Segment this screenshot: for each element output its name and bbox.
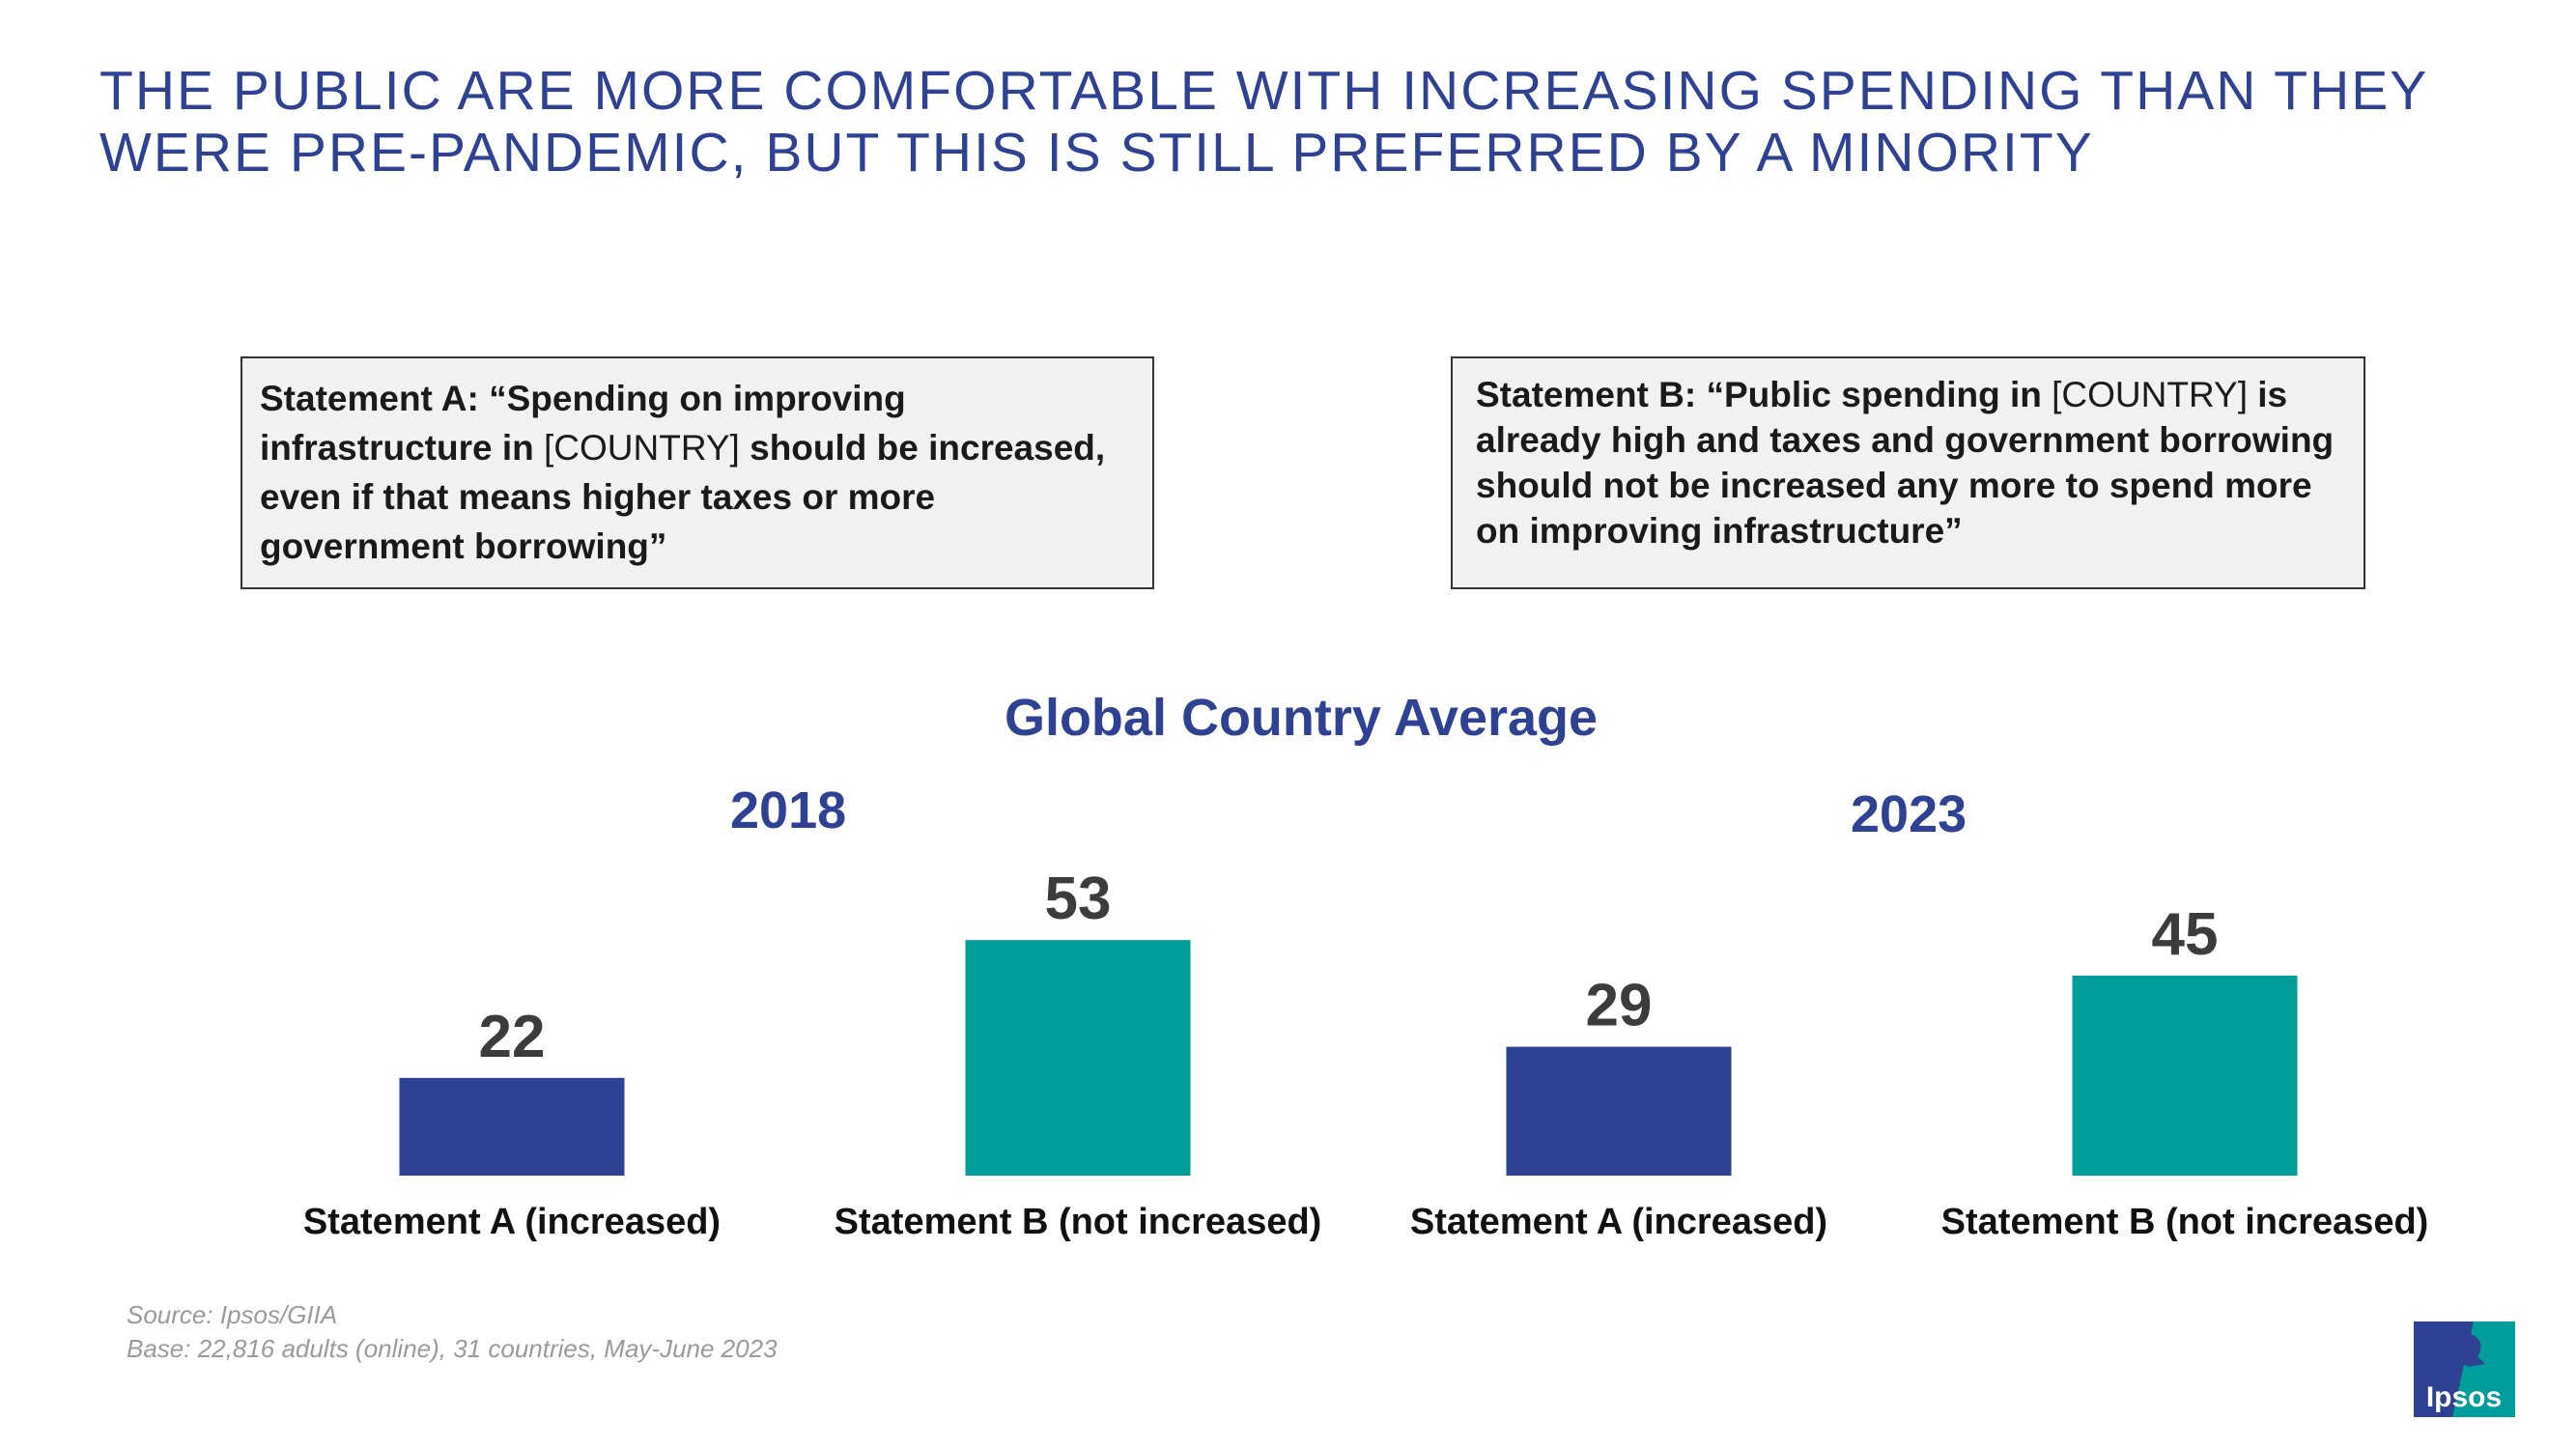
value-label-2018-statement-a: 22 xyxy=(479,1004,546,1070)
source-note: Source: Ipsos/GIIA xyxy=(127,1300,338,1329)
statement-b-prefix: Statement B: “Public spending in xyxy=(1476,375,2052,414)
statement-b-suffix: is already high and taxes and government… xyxy=(1476,375,2335,551)
logo-text: Ipsos xyxy=(2426,1381,2502,1413)
bar-chart: 22 Statement A (increased) 53 Statement B (… xyxy=(303,866,2429,1242)
bar-2018-statement-b xyxy=(965,940,1191,1176)
value-label-2018-statement-b: 53 xyxy=(1045,866,1112,932)
category-label-2018-statement-b: Statement B (not increased) xyxy=(835,1202,1322,1242)
statement-a-suffix: should be increased, even if that means … xyxy=(260,428,1106,566)
statement-a-box: Statement A: “Spending on improving infr… xyxy=(241,356,1154,589)
bar-2018-statement-a xyxy=(399,1077,625,1176)
chart-title: Global Country Average xyxy=(1004,689,1599,747)
group-label-2023: 2023 xyxy=(1851,785,1967,843)
base-note: Base: 22,816 adults (online), 31 countri… xyxy=(127,1334,778,1363)
ipsos-logo: Ipsos xyxy=(2414,1321,2515,1417)
value-label-2023-statement-b: 45 xyxy=(2152,901,2219,968)
group-label-2018: 2018 xyxy=(730,781,847,839)
statement-a-prefix: Statement A: “Spending on improving infr… xyxy=(260,379,906,468)
bar-2023-statement-a xyxy=(1506,1046,1732,1176)
category-label-2018-statement-a: Statement A (increased) xyxy=(303,1202,721,1242)
category-label-2023-statement-a: Statement A (increased) xyxy=(1410,1202,1827,1242)
category-label-2023-statement-b: Statement B (not increased) xyxy=(1941,1202,2429,1242)
value-label-2023-statement-a: 29 xyxy=(1586,973,1653,1039)
bar-2023-statement-b xyxy=(2072,976,2298,1176)
statement-b-box: Statement B: “Public spending in [COUNTR… xyxy=(1451,356,2365,589)
statement-a-country: [COUNTRY] xyxy=(544,428,740,468)
slide-title: THE PUBLIC ARE MORE COMFORTABLE WITH INC… xyxy=(99,60,2428,184)
footer: Source: Ipsos/GIIA Base: 22,816 adults (… xyxy=(127,1298,778,1366)
statement-b-country: [COUNTRY] xyxy=(2052,375,2248,414)
